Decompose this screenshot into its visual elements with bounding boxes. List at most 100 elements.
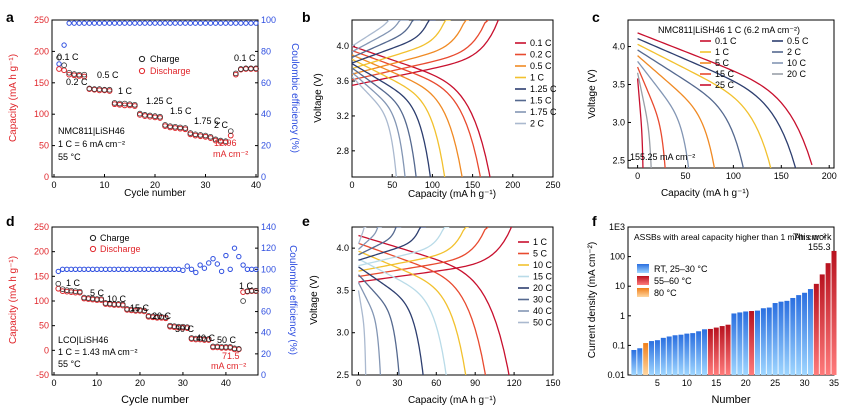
charge-point bbox=[150, 313, 156, 320]
charge-point bbox=[81, 71, 88, 78]
anno-d-15C: 15 C bbox=[130, 303, 150, 313]
discharge-curve-1C bbox=[358, 234, 510, 375]
x-tick-label-e: 120 bbox=[507, 378, 522, 388]
ce-point bbox=[217, 20, 224, 26]
legend-discharge-label: Discharge bbox=[150, 66, 191, 76]
bar-35 bbox=[831, 250, 837, 375]
charge-curve-40C bbox=[358, 227, 382, 250]
bar-5 bbox=[654, 340, 660, 375]
y2-tick-label-d: 60 bbox=[261, 307, 271, 317]
ce-point bbox=[81, 20, 88, 26]
anno-d-20C: 20 C bbox=[152, 311, 172, 321]
anno-d-10C: 10 C bbox=[107, 294, 127, 304]
ce-point bbox=[71, 20, 77, 26]
bar-6 bbox=[660, 337, 666, 375]
marks-a bbox=[56, 20, 259, 146]
discharge-point bbox=[227, 132, 234, 139]
ce-point bbox=[184, 263, 190, 269]
charge-curve-15C bbox=[358, 227, 450, 267]
discharge-curve-20C bbox=[636, 72, 652, 168]
x-tick-label-a: 0 bbox=[51, 180, 56, 190]
panel-e: 0 30 60 90 120 150 2.5 3.0 3.5 4.0 Capacity (mA h… bbox=[309, 226, 561, 406]
legend-c: 0.1 C 0.5 C 1 C 2 C 5 C 10 C 15 C 20 C 25 C bbox=[700, 36, 809, 90]
ylabel-d: Capacity (mA h g⁻¹) bbox=[8, 256, 19, 344]
legend-label-e: 30 C bbox=[533, 295, 553, 305]
anno-d-1C: 1 C bbox=[66, 278, 81, 288]
ce-point bbox=[59, 266, 66, 272]
xlabel-c: Capacity (mA h g⁻¹) bbox=[661, 188, 749, 199]
y-tick-label-d: 150 bbox=[34, 271, 49, 281]
charge-point bbox=[223, 344, 229, 350]
ce-point bbox=[150, 266, 156, 272]
bar-26 bbox=[778, 301, 784, 375]
xlabel-b: Capacity (mA h g⁻¹) bbox=[408, 189, 496, 200]
charge-point bbox=[107, 300, 113, 307]
legend-f-80-swatch bbox=[637, 288, 649, 297]
axes-b: 0 50 100 150 200 250 2.8 3.2 3.6 4.0 bbox=[336, 41, 560, 190]
ce-point bbox=[101, 20, 108, 26]
bar-27 bbox=[784, 300, 790, 375]
discharge-curve-1.75C bbox=[352, 71, 406, 177]
charge-curve-2C bbox=[352, 20, 400, 47]
y-tick-label-b: 3.6 bbox=[336, 76, 349, 86]
discharge-curve-40C bbox=[357, 282, 382, 375]
charge-curve-5C bbox=[358, 227, 489, 278]
bar-20 bbox=[743, 311, 749, 375]
charge-point bbox=[233, 70, 239, 77]
x-tick-label-a: 10 bbox=[99, 180, 109, 190]
discharge-curve-5C bbox=[358, 242, 487, 375]
ce-point bbox=[124, 266, 130, 272]
discharge-curve-15C bbox=[358, 258, 447, 375]
marks-d bbox=[55, 245, 259, 353]
bar-22 bbox=[754, 310, 760, 375]
y2-tick-label-a: 80 bbox=[261, 46, 271, 56]
bar-33 bbox=[819, 274, 825, 375]
ce-point bbox=[223, 20, 229, 26]
legend-label-c: 25 C bbox=[715, 80, 735, 90]
axes-d: 0 10 20 30 40-500501001502002500204060801001… bbox=[34, 222, 276, 388]
bar-1 bbox=[631, 349, 637, 375]
ce-point bbox=[127, 20, 133, 26]
charge-point bbox=[180, 323, 186, 330]
title-c: NMC811|LiSH46 1 C (6.2 mA cm⁻²) bbox=[658, 25, 800, 35]
xlabel-a: Cycle number bbox=[124, 188, 186, 199]
legend-f-rt-label: RT, 25–30 °C bbox=[654, 264, 708, 274]
ylabel-e: Voltage (V) bbox=[309, 275, 320, 324]
ce-point bbox=[197, 262, 203, 268]
ce-point bbox=[218, 268, 225, 275]
curves-b bbox=[352, 20, 499, 177]
panel-f: 5 10 15 20 25 30 35 0.01 0.1 1 10 100 1E3 Number Cur… bbox=[587, 222, 839, 406]
ce-point bbox=[106, 20, 113, 26]
legend-charge-label: Charge bbox=[150, 54, 180, 64]
y-tick-label-c: 2.5 bbox=[612, 155, 625, 165]
anno-a-1.75C: 1.75 C bbox=[194, 116, 221, 126]
axes-c: 0 50 100 150 200 2.5 3.0 3.5 4.0 bbox=[612, 42, 836, 181]
ce-point bbox=[227, 266, 233, 272]
charge-point bbox=[253, 287, 259, 294]
ce-point bbox=[154, 266, 160, 272]
y-tick-label-b: 4.0 bbox=[336, 41, 349, 51]
y-tick-label-a: 200 bbox=[34, 46, 49, 56]
anno-a-2C: 2 C bbox=[214, 120, 229, 130]
charge-point bbox=[201, 336, 208, 342]
y-tick-label-e: 3.0 bbox=[336, 328, 349, 338]
charge-point bbox=[214, 343, 221, 350]
bar-10 bbox=[684, 333, 690, 375]
bar-12 bbox=[696, 331, 702, 375]
charge-curve-0.2C bbox=[352, 20, 489, 81]
y2-tick-label-a: 100 bbox=[261, 15, 276, 25]
ce-point bbox=[223, 252, 229, 259]
ce-point bbox=[141, 266, 147, 272]
x-tick-label-a: 30 bbox=[200, 180, 210, 190]
discharge-curve-0.5C bbox=[637, 37, 797, 168]
xlabel-f: Number bbox=[711, 394, 750, 406]
curves-e bbox=[357, 227, 513, 375]
legend-f-title-text: ASSBs with areal capacity higher than 1 … bbox=[634, 232, 826, 242]
ce-point bbox=[240, 262, 246, 268]
anno-d-50C: 50 C bbox=[217, 335, 237, 345]
charge-point bbox=[124, 306, 130, 312]
y-tick-label-d: 100 bbox=[34, 296, 49, 306]
charge-curve-20C bbox=[358, 227, 426, 261]
bar-28 bbox=[790, 297, 796, 375]
plot-frame-e bbox=[351, 226, 554, 376]
